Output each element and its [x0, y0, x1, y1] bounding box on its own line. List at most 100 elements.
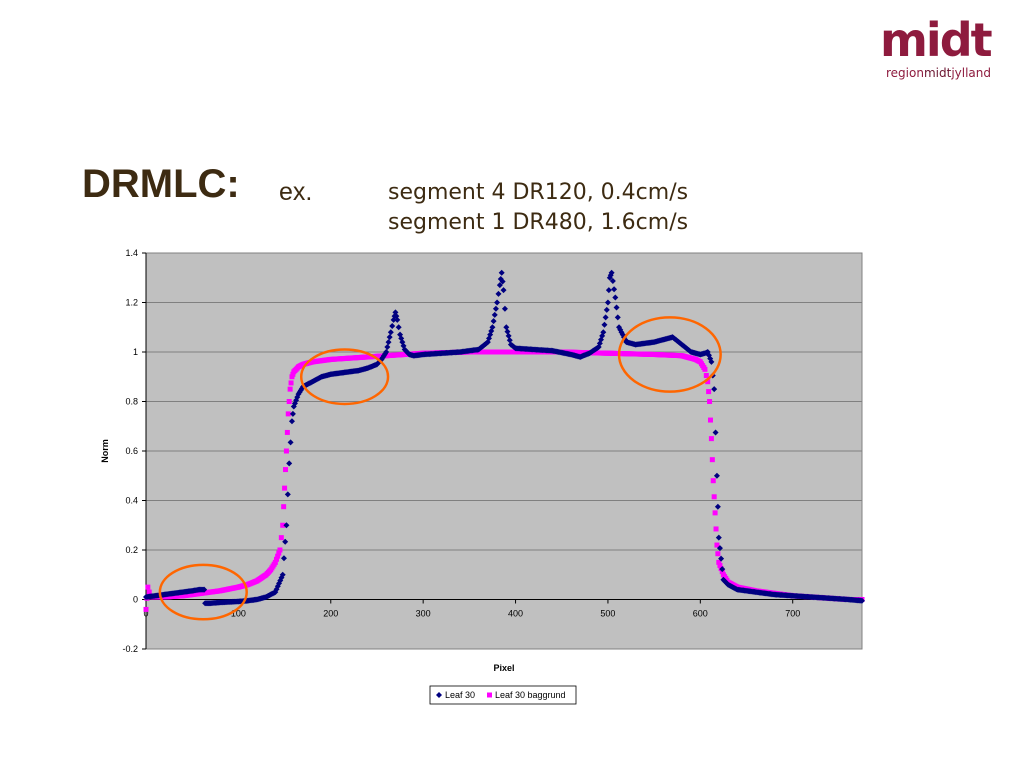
data-point-leaf-30 [286, 460, 293, 467]
data-point-leaf-30 [494, 299, 501, 306]
annotation-ellipse [299, 348, 390, 406]
data-point-leaf-30 [714, 503, 721, 510]
x-tick-label: 0 [143, 609, 148, 619]
data-point-leaf-30-baggrund [709, 457, 715, 463]
legend-label-leaf-30-baggrund: Leaf 30 baggrund [495, 690, 566, 700]
data-point-leaf-30 [608, 269, 615, 276]
data-point-leaf-30-baggrund [714, 542, 720, 548]
y-tick-label: 0.2 [125, 545, 138, 555]
x-tick-label: 500 [600, 609, 615, 619]
data-point-leaf-30 [713, 472, 720, 479]
data-point-leaf-30 [492, 305, 499, 312]
logo: midt regionmidtjylland [880, 16, 1005, 82]
data-point-leaf-30 [600, 329, 607, 336]
data-point-leaf-30 [500, 287, 507, 294]
y-tick-label: -0.2 [122, 644, 138, 654]
data-point-leaf-30-baggrund [284, 429, 290, 435]
data-point-leaf-30 [383, 349, 390, 355]
data-point-leaf-30 [280, 555, 287, 562]
slide-subtitle-line1: segment 4 DR120, 0.4cm/s [388, 180, 689, 205]
data-point-leaf-30 [287, 439, 294, 446]
data-point-leaf-30-baggrund [708, 436, 714, 442]
data-point-leaf-30 [601, 321, 608, 328]
data-point-leaf-30-baggrund [281, 504, 287, 510]
data-point-leaf-30 [385, 339, 392, 346]
data-point-leaf-30 [612, 294, 619, 301]
data-point-leaf-30-baggrund [705, 379, 711, 385]
data-point-leaf-30 [498, 269, 505, 276]
data-point-leaf-30 [201, 586, 208, 593]
data-point-leaf-30 [395, 324, 402, 331]
x-tick-label: 400 [508, 609, 523, 619]
data-point-leaf-30-baggrund [716, 559, 722, 565]
data-point-leaf-30 [504, 328, 511, 335]
data-point-leaf-30 [718, 555, 725, 562]
data-point-leaf-30 [289, 410, 296, 417]
data-point-leaf-30-baggrund [707, 417, 713, 423]
data-point-leaf-30 [501, 305, 508, 312]
data-point-leaf-30-baggrund [145, 584, 151, 590]
data-point-leaf-30-baggrund [287, 386, 293, 392]
data-point-leaf-30-baggrund [707, 399, 713, 404]
legend-marker-leaf-30-baggrund [487, 692, 492, 698]
data-point-leaf-30 [386, 334, 393, 341]
data-point-leaf-30 [490, 318, 497, 325]
data-point-leaf-30 [604, 299, 611, 306]
slide-subtitle-line2: segment 1 DR480, 1.6cm/s [388, 210, 689, 235]
data-point-leaf-30 [495, 290, 502, 297]
data-point-leaf-30-baggrund [143, 606, 149, 612]
x-axis-title: Pixel [493, 663, 514, 673]
data-point-leaf-30 [503, 324, 510, 331]
y-tick-label: 1 [133, 347, 138, 357]
logo-tagline-jylland: jylland [951, 66, 991, 80]
y-tick-label: 0 [133, 595, 138, 605]
legend-label-leaf-30: Leaf 30 [445, 690, 475, 700]
y-tick-label: 0.8 [125, 397, 138, 407]
data-point-leaf-30 [394, 316, 401, 323]
slide-title: DRMLC: [82, 162, 240, 206]
data-point-leaf-30 [496, 282, 503, 289]
y-tick-label: 0.4 [125, 496, 138, 506]
data-point-leaf-30-baggrund [146, 589, 152, 595]
data-point-leaf-30 [614, 314, 621, 321]
logo-wordmark: midt [880, 13, 993, 67]
data-point-leaf-30-baggrund [275, 553, 281, 559]
data-point-leaf-30 [609, 278, 616, 285]
data-point-leaf-30-baggrund [283, 467, 289, 473]
data-point-leaf-30 [716, 545, 723, 552]
data-point-leaf-30 [288, 418, 295, 425]
legend-marker-leaf-30 [436, 692, 442, 698]
x-tick-label: 300 [416, 609, 431, 619]
data-point-leaf-30 [499, 278, 506, 285]
x-tick-label: 700 [785, 609, 800, 619]
data-point-leaf-30 [489, 324, 496, 331]
data-point-leaf-30-baggrund [717, 562, 723, 568]
data-point-leaf-30 [708, 358, 715, 365]
data-point-leaf-30-baggrund [712, 510, 718, 516]
data-point-leaf-30 [711, 386, 718, 393]
data-point-leaf-30-baggrund [278, 535, 284, 541]
data-point-leaf-30-baggrund [702, 366, 708, 372]
data-point-leaf-30-baggrund [710, 478, 716, 484]
data-point-leaf-30 [605, 287, 612, 294]
data-point-leaf-30-baggrund [273, 556, 279, 562]
data-point-leaf-30-baggrund [285, 411, 291, 417]
data-point-leaf-30 [491, 311, 498, 318]
data-point-leaf-30 [506, 337, 513, 344]
data-point-leaf-30-baggrund [282, 485, 288, 491]
logo-tagline: regionmidtjylland [886, 66, 991, 80]
data-point-leaf-30 [384, 344, 391, 351]
logo-tagline-midt: midt [923, 66, 952, 80]
data-point-leaf-30-baggrund [288, 380, 294, 386]
legend-box [429, 685, 577, 705]
data-point-leaf-30 [719, 566, 726, 573]
slide-title-ex: ex. [279, 178, 313, 206]
data-point-leaf-30 [387, 329, 394, 336]
data-point-leaf-30-baggrund [280, 522, 286, 528]
logo-tagline-region: region [886, 66, 924, 80]
data-point-leaf-30 [284, 491, 291, 498]
annotation-ellipse [158, 563, 248, 621]
data-point-leaf-30-baggrund [715, 551, 721, 557]
data-point-leaf-30 [283, 522, 290, 529]
